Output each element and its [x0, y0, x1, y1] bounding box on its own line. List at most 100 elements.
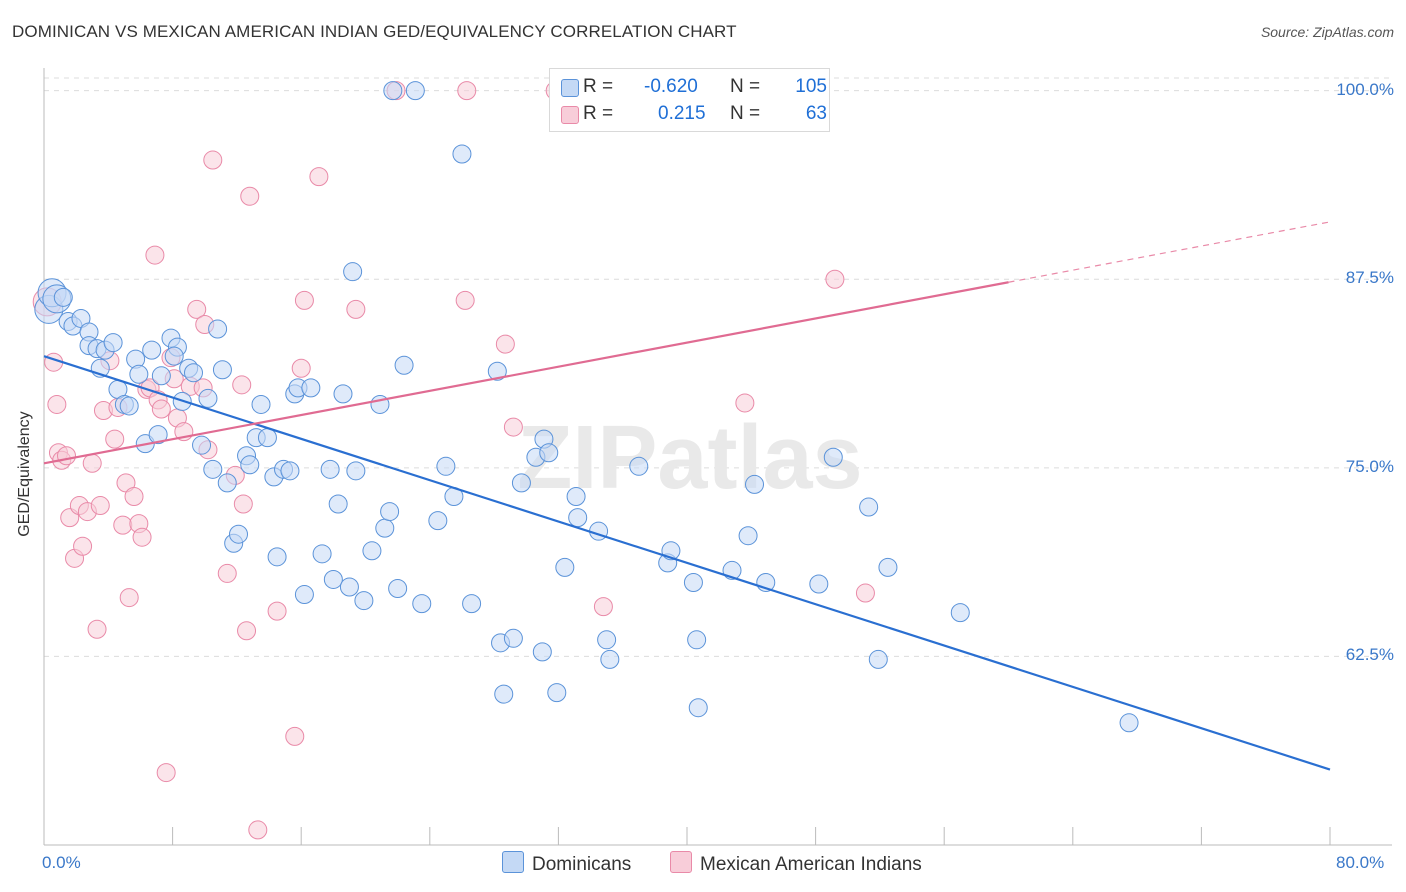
scatter-point	[462, 594, 482, 614]
legend-item-dominicans: Dominicans	[502, 851, 631, 876]
scatter-point	[87, 619, 107, 639]
scatter-point	[57, 446, 77, 466]
scatter-point	[1119, 713, 1139, 733]
axes	[43, 68, 1392, 846]
chart-title: DOMINICAN VS MEXICAN AMERICAN INDIAN GED…	[12, 22, 737, 41]
scatter-point	[412, 594, 432, 614]
scatter-point	[375, 518, 395, 538]
scatter-point	[547, 683, 567, 703]
scatter-point	[354, 591, 374, 611]
scatter-point	[217, 473, 237, 493]
scatter-point	[388, 579, 408, 599]
scatter-point	[156, 763, 176, 783]
scatter-point	[103, 333, 123, 353]
scatter-point	[346, 461, 366, 481]
y-tick-label: 75.0%	[1345, 456, 1394, 476]
scatter-point	[383, 81, 403, 101]
scatter-point	[142, 340, 162, 360]
scatter-point	[735, 393, 755, 413]
dominicans-swatch	[561, 79, 579, 97]
r-value-mexican: 0.215	[658, 103, 706, 124]
scatter-point	[503, 417, 523, 437]
scatter-point	[380, 502, 400, 522]
scatter-point	[532, 642, 552, 662]
scatter-point	[208, 319, 228, 339]
dominican-points	[34, 81, 1139, 733]
legend-item-mexican: Mexican American Indians	[670, 851, 922, 876]
scatter-point	[495, 334, 515, 354]
scatter-point	[738, 526, 758, 546]
scatter-point	[164, 346, 184, 366]
scatter-point	[148, 425, 168, 445]
scatter-point	[511, 473, 531, 493]
n-label: N =	[730, 76, 761, 97]
mexican-trend-line	[43, 281, 1009, 465]
scatter-point	[457, 81, 477, 101]
y-tick-label: 100.0%	[1336, 79, 1394, 99]
dominicans-legend-swatch	[502, 851, 524, 873]
scatter-point	[600, 649, 620, 669]
mexican-legend-swatch	[670, 851, 692, 873]
scatter-point	[151, 399, 171, 419]
dominicans-legend-label: Dominicans	[532, 854, 632, 875]
scatter-point	[452, 144, 472, 164]
x-tick-max: 80.0%	[1336, 853, 1385, 872]
scatter-point	[53, 287, 73, 307]
scatter-point	[294, 290, 314, 310]
dominicans-trend-line	[43, 355, 1331, 771]
scatter-point	[132, 527, 152, 547]
n-label: N =	[730, 103, 761, 124]
scatter-point	[90, 496, 110, 516]
scatter-point	[343, 262, 363, 282]
scatter-point	[203, 150, 223, 170]
scatter-point	[291, 358, 311, 378]
scatter-point	[566, 486, 586, 506]
scatter-point	[267, 601, 287, 621]
scatter-point	[105, 429, 125, 449]
scatter-point	[301, 378, 321, 398]
scatter-point	[539, 443, 559, 463]
scatter-point	[339, 577, 359, 597]
scatter-point	[267, 547, 287, 567]
scatter-point	[487, 361, 507, 381]
scatter-point	[428, 511, 448, 531]
scatter-point	[405, 81, 425, 101]
gridlines	[44, 77, 1390, 657]
scatter-point	[151, 366, 171, 386]
scatter-point	[187, 299, 207, 319]
scatter-point	[312, 544, 332, 564]
mexican-legend-label: Mexican American Indians	[700, 854, 922, 875]
correlation-legend: R = -0.620 N = 105 R = 0.215 N = 63	[549, 68, 830, 132]
r-value-dominicans: -0.620	[644, 76, 698, 97]
scatter-point	[183, 363, 203, 383]
scatter-point	[229, 524, 249, 544]
scatter-point	[859, 497, 879, 517]
n-value-mexican: 63	[805, 103, 827, 124]
scatter-point	[251, 394, 271, 414]
scatter-point	[555, 557, 575, 577]
scatter-point	[362, 541, 382, 561]
scatter-point	[629, 456, 649, 476]
scatter-point	[593, 597, 613, 617]
scatter-point	[82, 453, 102, 473]
scatter-point	[597, 630, 617, 650]
scatter-point	[240, 186, 260, 206]
scatter-point	[248, 820, 268, 840]
scatter-point	[688, 698, 708, 718]
scatter-point	[233, 494, 253, 514]
mexican-trend-extension	[1008, 221, 1331, 283]
scatter-point	[328, 494, 348, 514]
scatter-point	[145, 245, 165, 265]
scatter-point	[192, 435, 212, 455]
scatter-point	[198, 388, 218, 408]
scatter-point	[687, 630, 707, 650]
scatter-point	[232, 375, 252, 395]
scatter-point	[309, 167, 329, 187]
scatter-point	[878, 557, 898, 577]
scatter-point	[257, 428, 277, 448]
scatter-point	[568, 508, 588, 528]
x-tick-min: 0.0%	[42, 853, 81, 872]
scatter-point	[855, 583, 875, 603]
scatter-point	[346, 299, 366, 319]
